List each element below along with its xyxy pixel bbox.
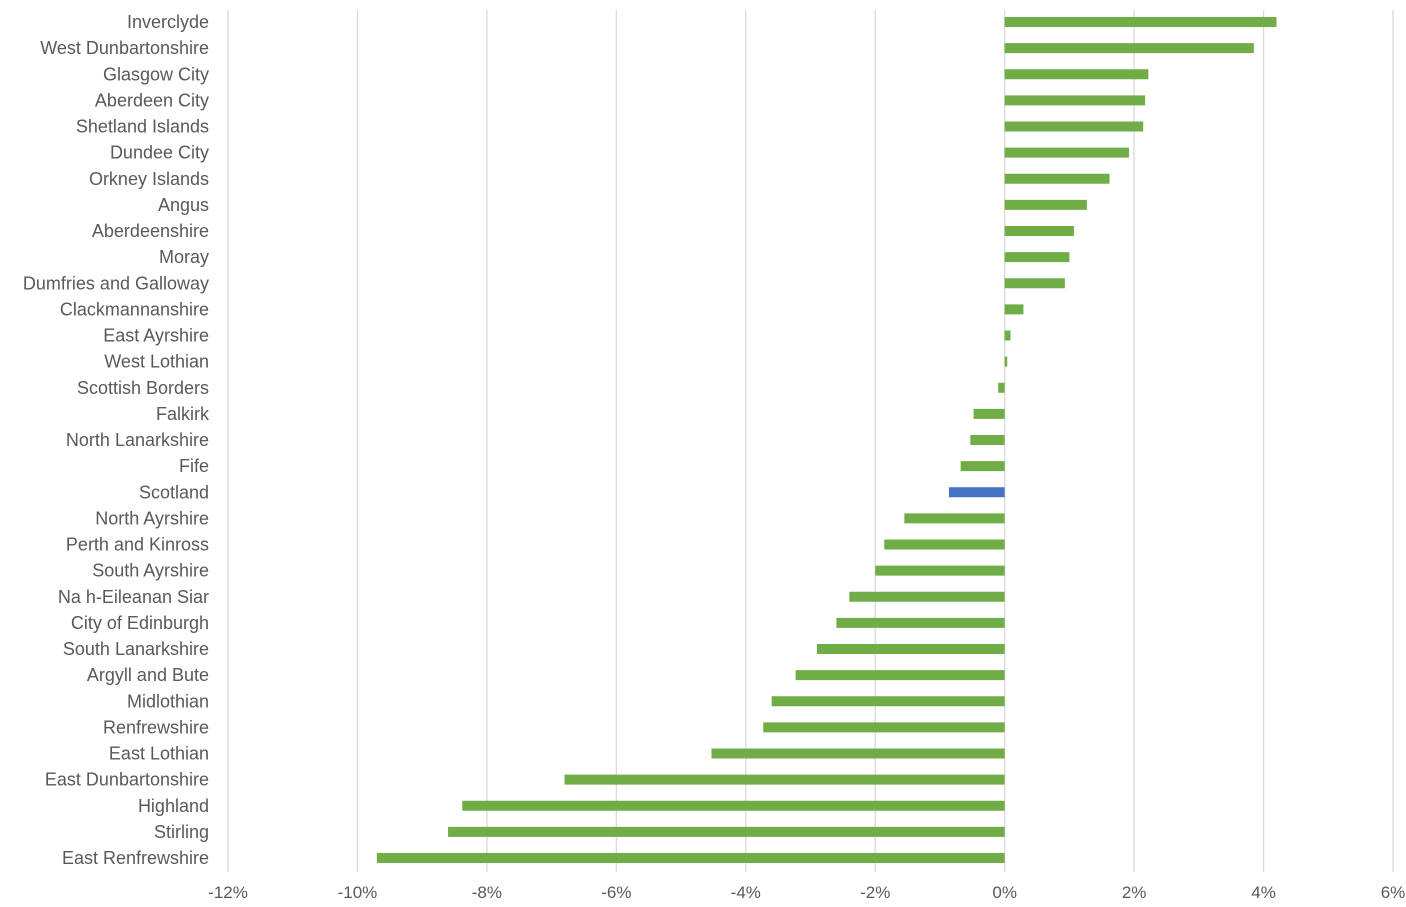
gridlines: [227, 10, 1394, 872]
category-label: Highland: [138, 796, 209, 816]
bar-moray: [1004, 252, 1070, 263]
category-label: Midlothian: [127, 691, 209, 711]
category-label: City of Edinburgh: [71, 613, 209, 633]
bar-aberdeenshire: [1004, 226, 1074, 236]
bar-renfrewshire: [763, 722, 1005, 733]
bar-highland: [462, 800, 1005, 811]
bar-shetland-islands: [1004, 121, 1144, 132]
category-label: Angus: [158, 195, 209, 215]
bar-east-dunbartonshire: [564, 774, 1005, 785]
category-label: Argyll and Bute: [87, 665, 209, 685]
bar-midlothian: [771, 696, 1005, 707]
bar-stirling: [448, 826, 1005, 837]
bar-inverclyde: [1004, 17, 1277, 27]
x-tick-label: -2%: [860, 883, 890, 902]
bar-fife: [960, 461, 1005, 472]
x-tick-label: 2%: [1122, 883, 1147, 902]
category-label: East Renfrewshire: [62, 848, 209, 868]
bar-east-lothian: [711, 748, 1005, 759]
category-label: Renfrewshire: [103, 717, 209, 737]
x-tick-label: 4%: [1251, 883, 1276, 902]
bar-argyll-and-bute: [795, 670, 1005, 681]
bar-clackmannanshire: [1004, 304, 1024, 315]
category-label: East Lothian: [109, 744, 209, 764]
x-tick-label: -4%: [731, 883, 761, 902]
bar-dundee-city: [1004, 147, 1129, 158]
x-tick-label: 0%: [992, 883, 1017, 902]
x-tick-label: 6%: [1381, 883, 1406, 902]
bar-south-ayrshire: [875, 565, 1005, 576]
bar-west-dunbartonshire: [1004, 43, 1254, 54]
category-label: Fife: [179, 456, 209, 476]
category-label: East Ayrshire: [103, 326, 209, 346]
category-label: Aberdeenshire: [92, 221, 209, 241]
category-label: North Lanarkshire: [66, 430, 209, 450]
bar-east-renfrewshire: [376, 853, 1005, 863]
bar-east-ayrshire: [1004, 330, 1011, 341]
bar-city-of-edinburgh: [836, 617, 1005, 628]
x-tick-label: -10%: [338, 883, 378, 902]
bar-angus: [1004, 199, 1087, 210]
category-label: Scottish Borders: [77, 378, 209, 398]
x-tick-label: -12%: [208, 883, 248, 902]
bar-north-lanarkshire: [970, 435, 1005, 445]
x-tick-label: -8%: [472, 883, 502, 902]
bar-south-lanarkshire: [816, 644, 1005, 654]
category-labels: Inverclyde West Dunbartonshire Glasgow Cit…: [23, 12, 210, 868]
category-label: North Ayrshire: [95, 508, 209, 528]
bar-na-h-eileanan-siar: [849, 591, 1005, 602]
bar-falkirk: [973, 408, 1005, 419]
category-label: Dundee City: [110, 143, 209, 163]
category-label: South Ayrshire: [92, 561, 209, 581]
category-label: Shetland Islands: [76, 117, 209, 137]
category-label: Na h-Eileanan Siar: [58, 587, 209, 607]
category-label: Stirling: [154, 822, 209, 842]
bar-aberdeen-city: [1004, 95, 1146, 106]
category-label: Falkirk: [156, 404, 210, 424]
category-label: Perth and Kinross: [66, 535, 209, 555]
category-label: Dumfries and Galloway: [23, 273, 209, 293]
bar-orkney-islands: [1004, 173, 1110, 184]
bar-scotland: [949, 487, 1005, 498]
category-label: Glasgow City: [103, 64, 209, 84]
bar-north-ayrshire: [904, 513, 1005, 524]
category-label: Orkney Islands: [89, 169, 209, 189]
category-label: East Dunbartonshire: [45, 770, 209, 790]
bars: [376, 17, 1277, 863]
category-label: Aberdeen City: [95, 90, 209, 110]
bar-perth-and-kinross: [884, 539, 1005, 550]
category-label: Moray: [159, 247, 209, 267]
category-label: Clackmannanshire: [60, 299, 209, 319]
bar-scottish-borders: [998, 382, 1005, 393]
bar-glasgow-city: [1004, 69, 1149, 80]
category-label: Inverclyde: [127, 12, 209, 32]
category-label: Scotland: [139, 482, 209, 502]
bar-dumfries-and-galloway: [1004, 278, 1065, 289]
x-tick-label: -6%: [601, 883, 631, 902]
category-label: West Lothian: [104, 352, 209, 372]
x-axis-tick-labels: -12% -10% -8% -6% -4% -2% 0% 2% 4% 6%: [208, 883, 1405, 902]
category-label: South Lanarkshire: [63, 639, 209, 659]
bar-west-lothian: [1004, 356, 1008, 367]
category-label: West Dunbartonshire: [40, 38, 209, 58]
